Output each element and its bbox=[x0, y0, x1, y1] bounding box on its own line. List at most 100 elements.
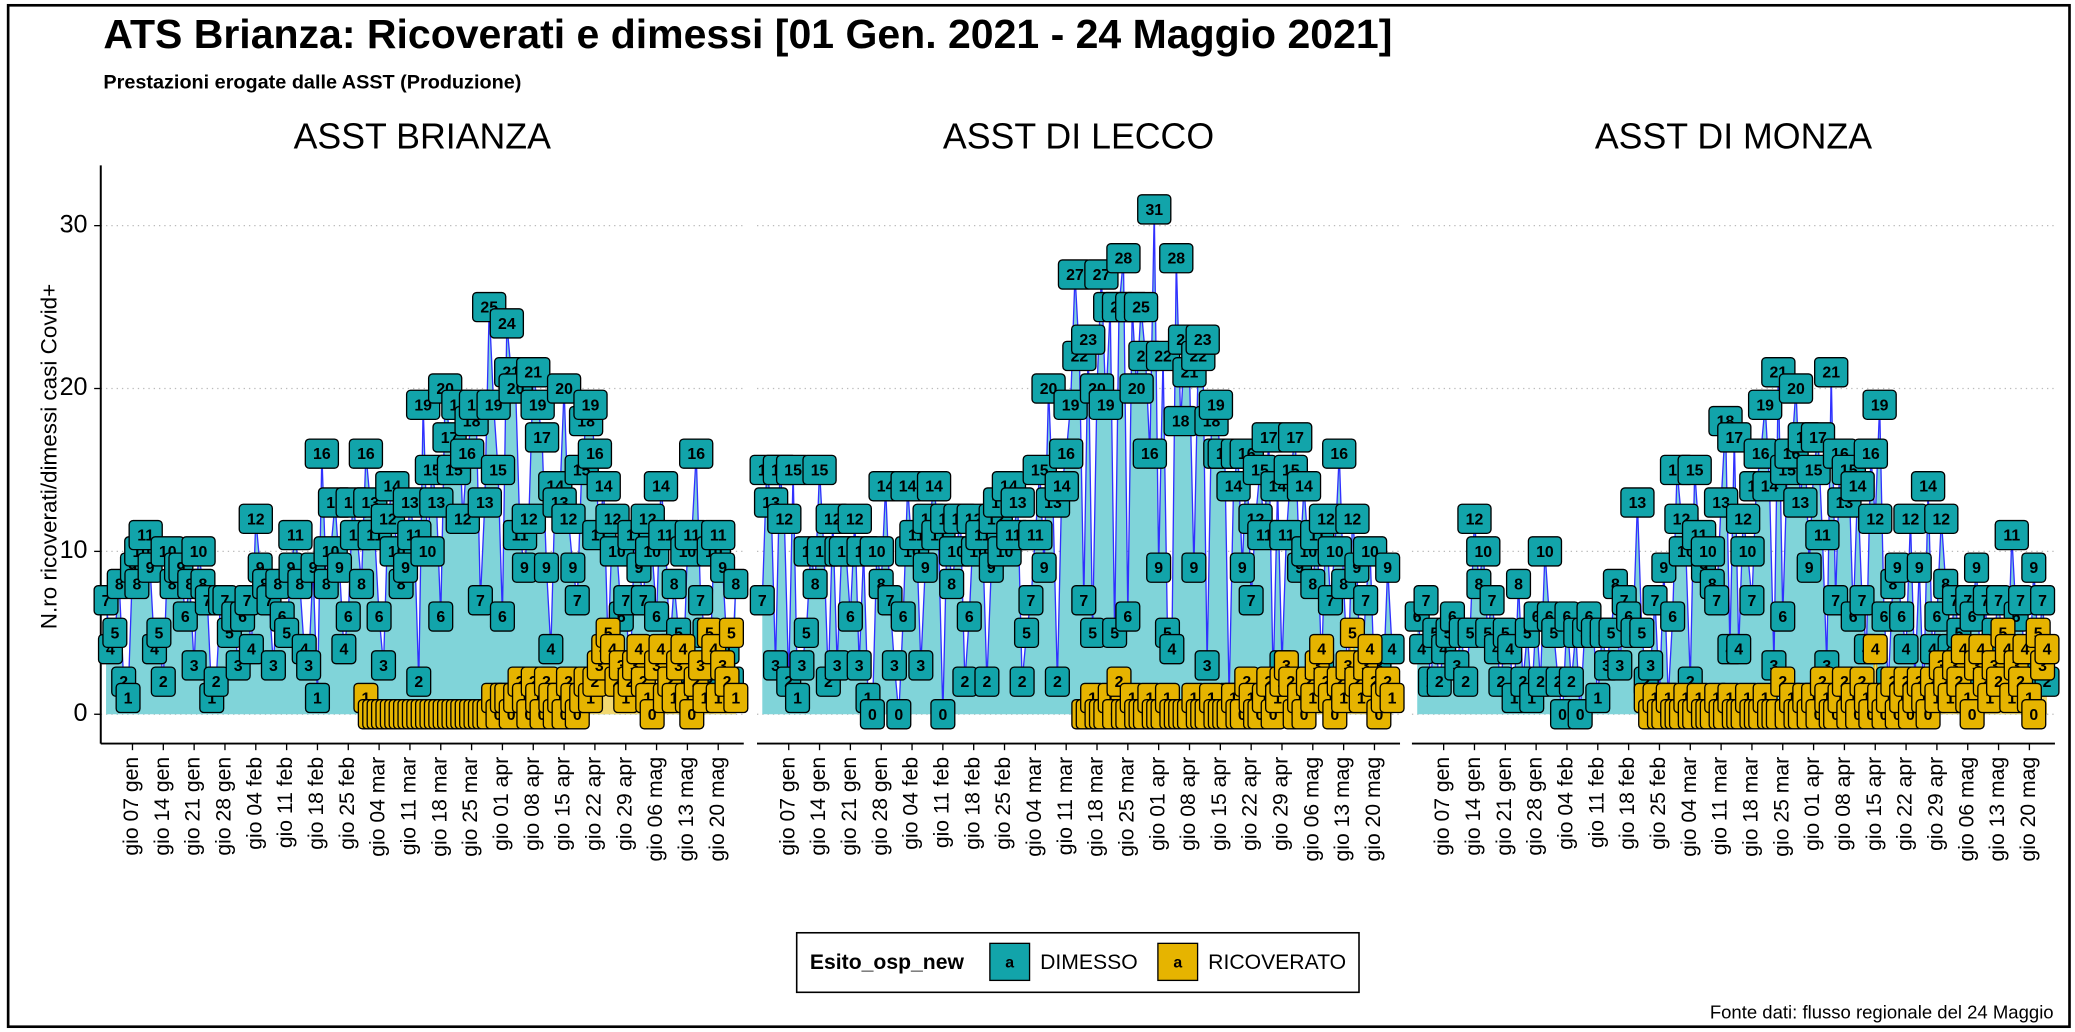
data-label: 9 bbox=[1659, 560, 1668, 577]
data-label: 9 bbox=[1893, 560, 1902, 577]
data-label: 8 bbox=[397, 576, 406, 593]
data-label: 7 bbox=[1079, 593, 1088, 610]
data-label-box bbox=[1357, 633, 1383, 665]
data-label: 6 bbox=[2012, 609, 2021, 626]
data-label: 7 bbox=[621, 593, 630, 610]
data-label-box bbox=[1505, 568, 1532, 600]
data-label: 12 bbox=[1344, 511, 1362, 528]
data-label: 3 bbox=[617, 658, 626, 675]
data-label-box bbox=[1527, 536, 1563, 567]
data-label: 2 bbox=[1778, 674, 1787, 691]
data-label: 10 bbox=[1474, 544, 1492, 561]
data-label: 3 bbox=[1374, 658, 1383, 675]
data-label: 2 bbox=[1352, 674, 1361, 691]
data-label-box bbox=[1379, 682, 1405, 714]
data-label: 19 bbox=[485, 397, 503, 414]
x-tick-label: gio 25 mar bbox=[1115, 757, 1138, 857]
data-label: 14 bbox=[1225, 479, 1243, 496]
data-label-box bbox=[1088, 389, 1124, 421]
data-label: 16 bbox=[357, 446, 375, 463]
x-tick-label: gio 29 apr bbox=[1924, 757, 1947, 851]
data-label-box bbox=[1286, 471, 1322, 502]
data-label: 4 bbox=[1928, 642, 1937, 659]
data-label-box bbox=[1660, 601, 1686, 632]
data-label: 1 bbox=[1357, 690, 1366, 707]
data-label-box bbox=[1123, 291, 1159, 323]
data-label: 0 bbox=[1831, 707, 1840, 724]
data-label: 21 bbox=[1822, 365, 1840, 382]
data-label: 16 bbox=[1057, 446, 1075, 463]
x-tick-label: gio 28 gen bbox=[213, 757, 236, 856]
data-label: 28 bbox=[1115, 251, 1133, 268]
x-tick-label: gio 22 apr bbox=[1239, 757, 1262, 851]
data-label: 9 bbox=[256, 560, 265, 577]
x-tick-label: gio 29 apr bbox=[1270, 757, 1293, 851]
data-label-box bbox=[335, 601, 361, 632]
data-label: 13 bbox=[1712, 495, 1730, 512]
source-note: Fonte dati: flusso regionale del 24 Magg… bbox=[1710, 1001, 2054, 1022]
data-label: 9 bbox=[2029, 560, 2038, 577]
data-label: 11 bbox=[683, 528, 700, 545]
data-label: 17 bbox=[1260, 430, 1278, 447]
data-label: 2 bbox=[2016, 674, 2025, 691]
data-label: 9 bbox=[1383, 560, 1392, 577]
data-label: 3 bbox=[304, 658, 313, 675]
data-label-box bbox=[560, 552, 586, 583]
data-label: 6 bbox=[1585, 609, 1594, 626]
data-label: 1 bbox=[1725, 690, 1734, 707]
data-label: 5 bbox=[1430, 625, 1439, 642]
x-tick-label: gio 11 mar bbox=[1054, 757, 1077, 855]
x-tick-label: gio 15 apr bbox=[1208, 757, 1231, 851]
data-label: 11 bbox=[710, 528, 727, 545]
data-label: 14 bbox=[652, 479, 670, 496]
data-label: 7 bbox=[2038, 593, 2047, 610]
data-label: 2 bbox=[159, 674, 168, 691]
data-label: 0 bbox=[2029, 707, 2038, 724]
data-label-box bbox=[1747, 389, 1783, 421]
data-label: 1 bbox=[864, 690, 873, 707]
data-label-box bbox=[406, 666, 432, 697]
x-tick-label: gio 08 apr bbox=[1177, 757, 1200, 851]
data-label-box bbox=[661, 568, 687, 600]
data-label: 2 bbox=[1994, 674, 2003, 691]
data-label: 5 bbox=[154, 625, 163, 642]
data-label-box bbox=[146, 617, 172, 649]
data-label: 4 bbox=[635, 642, 644, 659]
data-label-box bbox=[1607, 650, 1633, 681]
data-label: 1 bbox=[1932, 690, 1941, 707]
data-label: 3 bbox=[674, 658, 683, 675]
data-label: 6 bbox=[278, 609, 287, 626]
data-label-box bbox=[1159, 243, 1194, 274]
data-label-box bbox=[1185, 324, 1220, 355]
data-label: 10 bbox=[419, 544, 437, 561]
data-label-box bbox=[1309, 633, 1335, 665]
data-label-box bbox=[2021, 699, 2047, 730]
data-label-box bbox=[723, 682, 749, 714]
data-label-box bbox=[1726, 633, 1752, 665]
data-label: 12 bbox=[1466, 511, 1484, 528]
data-label: 22 bbox=[1154, 348, 1172, 365]
data-label: 5 bbox=[1110, 625, 1119, 642]
data-label: 3 bbox=[1972, 658, 1981, 675]
data-label: 4 bbox=[2021, 642, 2030, 659]
data-label: 1 bbox=[1985, 690, 1994, 707]
data-label: 1 bbox=[1681, 690, 1690, 707]
data-label: 8 bbox=[295, 576, 304, 593]
data-label-box bbox=[1115, 601, 1141, 632]
data-label: 9 bbox=[309, 560, 318, 577]
data-label: 20 bbox=[1128, 381, 1146, 398]
data-label: 24 bbox=[498, 316, 516, 333]
data-label: 3 bbox=[1770, 658, 1779, 675]
data-label-box bbox=[366, 601, 392, 632]
data-label: 1 bbox=[1229, 690, 1238, 707]
data-label: 9 bbox=[177, 560, 186, 577]
data-label: 3 bbox=[916, 658, 925, 675]
data-label: 12 bbox=[560, 511, 578, 528]
data-label: 19 bbox=[529, 397, 547, 414]
data-label-box bbox=[723, 568, 749, 600]
data-label: 0 bbox=[648, 707, 657, 724]
data-label: 3 bbox=[718, 658, 727, 675]
data-label-box bbox=[1453, 666, 1479, 697]
data-label: 1 bbox=[670, 690, 679, 707]
data-label: 2 bbox=[1242, 674, 1251, 691]
